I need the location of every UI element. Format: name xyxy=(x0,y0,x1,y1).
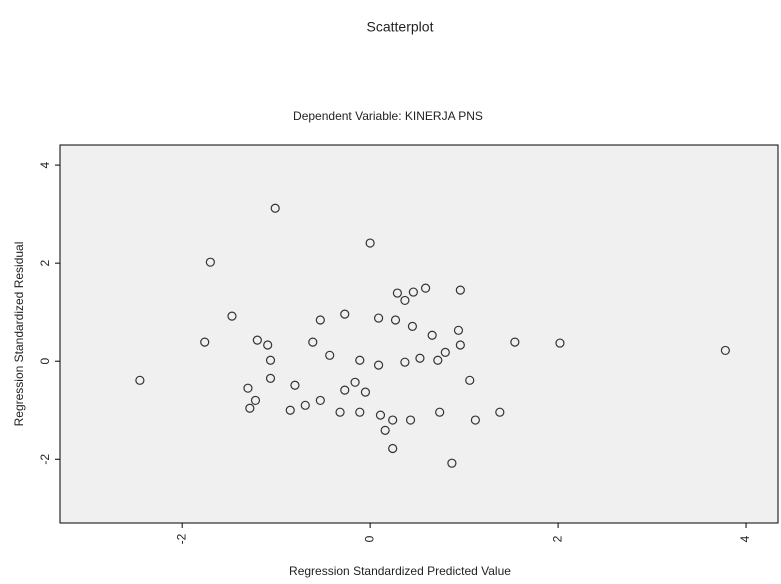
point xyxy=(415,353,425,363)
point xyxy=(355,355,365,365)
point xyxy=(245,403,255,413)
x-tick-label: 0 xyxy=(362,535,376,542)
point xyxy=(447,458,457,468)
point xyxy=(200,337,210,347)
point xyxy=(350,377,360,387)
x-tick-label: -2 xyxy=(174,533,188,544)
point xyxy=(407,321,418,332)
point xyxy=(433,355,443,365)
point xyxy=(340,309,350,319)
point xyxy=(308,337,318,347)
point xyxy=(252,335,262,345)
point xyxy=(135,375,145,385)
point xyxy=(405,415,416,425)
point xyxy=(435,407,445,417)
point xyxy=(290,380,300,390)
point xyxy=(360,387,371,397)
x-tick-label: 4 xyxy=(738,535,752,542)
point xyxy=(380,425,390,435)
point xyxy=(243,383,253,393)
point xyxy=(227,311,237,321)
point xyxy=(300,400,310,410)
y-tick-label: 0 xyxy=(38,358,52,365)
point xyxy=(315,315,325,325)
point xyxy=(400,295,410,306)
point xyxy=(263,340,273,350)
point xyxy=(335,407,345,417)
point xyxy=(315,395,325,406)
plot-area xyxy=(59,144,779,524)
point xyxy=(388,415,398,425)
point xyxy=(375,410,386,420)
point xyxy=(453,325,464,335)
point xyxy=(270,203,280,213)
point xyxy=(720,345,730,356)
y-tick-label: 4 xyxy=(38,161,52,168)
point xyxy=(373,313,384,323)
point xyxy=(265,373,276,383)
point xyxy=(373,360,384,370)
point xyxy=(455,285,465,295)
x-axis-label: Regression Standardized Predicted Value xyxy=(289,564,511,578)
point xyxy=(250,395,261,406)
point xyxy=(340,385,350,395)
point xyxy=(365,238,375,248)
point xyxy=(455,340,465,350)
point xyxy=(555,338,565,348)
y-tick-label: 2 xyxy=(38,259,52,266)
point xyxy=(355,407,365,417)
point xyxy=(420,283,431,293)
y-axis-label: Regression Standardized Residual xyxy=(12,242,26,427)
point xyxy=(390,315,401,325)
chart-title: Scatterplot xyxy=(367,19,434,35)
point xyxy=(465,375,475,385)
point xyxy=(495,407,505,417)
point xyxy=(392,288,402,298)
point xyxy=(265,355,276,365)
point xyxy=(325,350,335,360)
point xyxy=(470,415,480,425)
point xyxy=(510,337,520,347)
point xyxy=(205,257,215,267)
point xyxy=(440,347,450,357)
point xyxy=(388,443,398,454)
point xyxy=(408,287,418,297)
chart-subtitle: Dependent Variable: KINERJA PNS xyxy=(293,109,483,123)
point xyxy=(427,330,437,340)
point xyxy=(400,357,410,367)
x-tick-label: 2 xyxy=(550,535,564,542)
point xyxy=(285,405,295,415)
y-tick-label: -2 xyxy=(38,454,52,465)
